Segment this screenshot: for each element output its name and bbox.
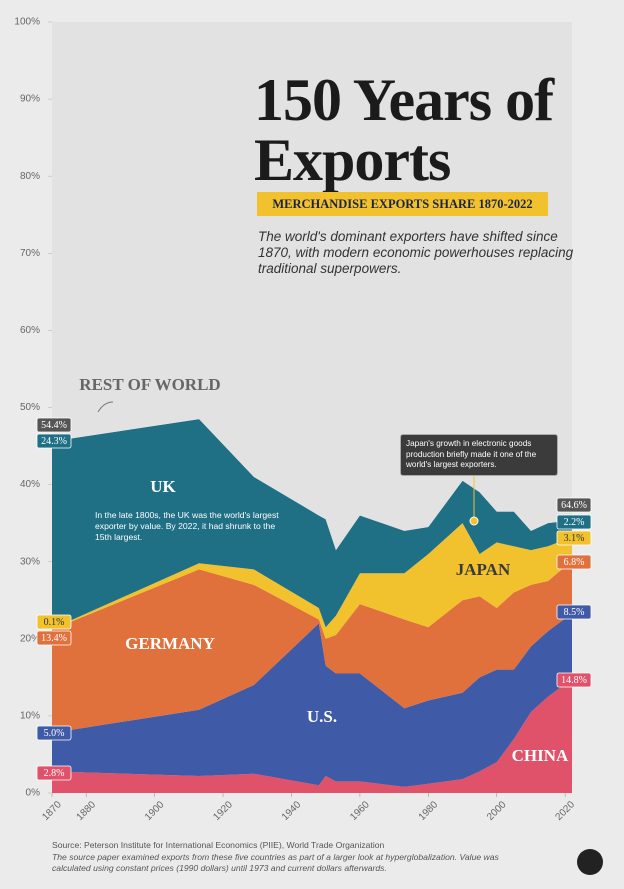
note: The source paper examined exports from t… xyxy=(52,852,499,873)
y-tick-label: 10% xyxy=(20,711,40,722)
value-label: 64.6% xyxy=(561,500,587,511)
y-tick-label: 60% xyxy=(20,325,40,336)
series-label: JAPAN xyxy=(456,560,511,579)
y-tick-label: 80% xyxy=(20,171,40,182)
value-label-bg xyxy=(36,765,72,781)
series-label: U.S. xyxy=(307,707,337,726)
x-tick-label: 1900 xyxy=(143,799,167,823)
area xyxy=(52,523,572,639)
value-label-bg xyxy=(556,530,592,546)
y-tick-label: 70% xyxy=(20,248,40,259)
value-label-bg xyxy=(36,725,72,741)
labels: 2.8% 14.8% 5.0% 8.5% 13.4% 6.8% 0.1% 3.1% 24.3% 2… xyxy=(36,375,603,875)
value-label-bg xyxy=(36,630,72,646)
subtitle: MERCHANDISE EXPORTS SHARE 1870-2022 xyxy=(257,192,548,216)
value-label: 13.4% xyxy=(41,633,67,644)
y-tick-label: 90% xyxy=(20,94,40,105)
value-label-bg xyxy=(36,614,72,630)
value-label: 54.4% xyxy=(41,420,67,431)
y-tick-label: 20% xyxy=(20,633,40,644)
y-tick-label: 50% xyxy=(20,402,40,413)
value-label: 14.8% xyxy=(561,675,587,686)
value-label: 5.0% xyxy=(44,728,65,739)
title: 150 Years of Exports xyxy=(254,67,554,193)
annotation: Japan's growth in electronic goods produ… xyxy=(400,434,558,476)
x-tick-label: 1870 xyxy=(40,799,64,823)
y-tick-label: 30% xyxy=(20,556,40,567)
value-label: 2.2% xyxy=(564,517,585,528)
value-label-bg xyxy=(36,417,72,433)
y-tick-label: 0% xyxy=(26,788,41,799)
logo xyxy=(577,849,603,875)
area xyxy=(52,419,572,629)
value-label-bg xyxy=(556,554,592,570)
x-tick-label: 2000 xyxy=(485,799,509,823)
area xyxy=(52,678,572,793)
source: Source: Peterson Institute for Internati… xyxy=(52,840,385,850)
value-label-bg xyxy=(36,433,72,449)
x-tick-label: 1920 xyxy=(211,799,235,823)
arrow xyxy=(97,401,114,413)
x-tick-label: 1940 xyxy=(280,799,304,823)
series-label: UK xyxy=(150,477,176,496)
x-tick-label: 1960 xyxy=(348,799,372,823)
value-label-bg xyxy=(556,604,592,620)
marker xyxy=(469,516,479,526)
value-label: 2.8% xyxy=(44,768,65,779)
value-label-bg xyxy=(556,672,592,688)
areas xyxy=(52,22,572,793)
series-label: REST OF WORLD xyxy=(79,375,220,394)
y-tick-label: 100% xyxy=(14,17,40,28)
area xyxy=(52,22,572,551)
x-tick-label: 2020 xyxy=(554,799,578,823)
value-label: 8.5% xyxy=(564,607,585,618)
x-tick-label: 1980 xyxy=(417,799,441,823)
area xyxy=(52,613,572,787)
value-label: 24.3% xyxy=(41,436,67,447)
value-label: 3.1% xyxy=(564,533,585,544)
y-tick-label: 40% xyxy=(20,479,40,490)
x-tick-label: 1880 xyxy=(75,799,99,823)
value-label: 6.8% xyxy=(564,557,585,568)
value-label-bg xyxy=(556,514,592,530)
series-label: GERMANY xyxy=(125,634,215,653)
area xyxy=(52,560,572,733)
value-label: 0.1% xyxy=(44,617,65,628)
series-label: CHINA xyxy=(512,746,569,765)
annotation: In the late 1800s, the UK was the world'… xyxy=(95,510,279,542)
value-label-bg xyxy=(556,497,592,513)
description: The world's dominant exporters have shif… xyxy=(258,229,574,276)
